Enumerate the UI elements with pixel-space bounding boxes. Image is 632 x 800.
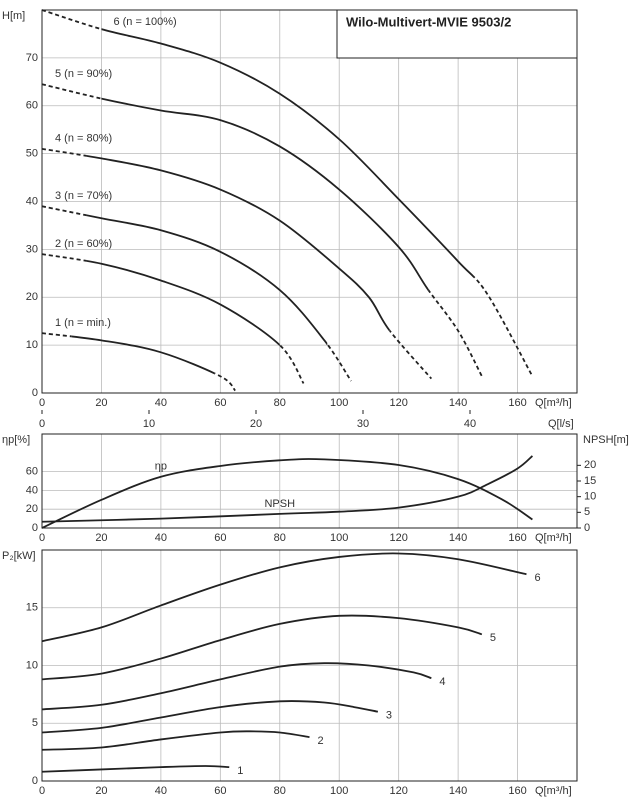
y-tick-label: 20 <box>26 291 38 303</box>
curve <box>41 662 432 711</box>
y-tick-label: 30 <box>26 243 38 255</box>
y-tick-label: 0 <box>32 387 38 399</box>
y2-tick-label: 10 <box>584 491 596 503</box>
x-tick-label: 20 <box>95 532 107 544</box>
title-box <box>336 9 578 59</box>
series-label: ηp <box>155 461 167 473</box>
y-axis-label: H[m] <box>2 10 25 22</box>
curve <box>41 730 310 751</box>
y-tick-label: 0 <box>32 775 38 787</box>
y-tick-label: 20 <box>26 503 38 515</box>
x-tick-label: 0 <box>39 397 45 409</box>
x-tick-label: 120 <box>389 397 407 409</box>
x-tick-label: 80 <box>274 532 286 544</box>
x-tick-label: 100 <box>330 532 348 544</box>
curve <box>86 259 280 347</box>
curve <box>101 28 473 278</box>
x2-tick-label: 40 <box>464 418 476 430</box>
x-tick-label: 160 <box>508 397 526 409</box>
curve <box>41 552 527 643</box>
y-tick-label: 15 <box>26 602 38 614</box>
series-label: 3 (n = 70%) <box>55 190 112 202</box>
x-tick-label: 60 <box>214 785 226 797</box>
x-tick-label: 40 <box>155 397 167 409</box>
plot-frame <box>41 549 578 782</box>
series-label: 1 (n = min.) <box>55 317 111 329</box>
x-tick-label: 120 <box>389 532 407 544</box>
x-axis-label: Q[m³/h] <box>535 532 572 544</box>
series-label: 1 <box>237 765 243 777</box>
x-tick-label: 80 <box>274 397 286 409</box>
x-tick-label: 20 <box>95 785 107 797</box>
series-label: 4 <box>439 676 445 688</box>
x-tick-label: 120 <box>389 785 407 797</box>
curve <box>86 154 390 333</box>
x2-tick-label: 0 <box>39 418 45 430</box>
series-label: 5 (n = 90%) <box>55 68 112 80</box>
x-tick-label: 140 <box>449 397 467 409</box>
curve <box>41 614 483 681</box>
curve <box>41 458 533 529</box>
y-tick-label: 40 <box>26 195 38 207</box>
x-tick-label: 160 <box>508 532 526 544</box>
curve-dashed <box>41 83 483 377</box>
y-tick-label: 70 <box>26 52 38 64</box>
y-tick-label: 0 <box>32 522 38 534</box>
y2-tick-label: 5 <box>584 506 590 518</box>
x2-tick-label: 30 <box>357 418 369 430</box>
y2-tick-label: 15 <box>584 475 596 487</box>
series-label: NPSH <box>264 498 295 510</box>
curve-dashed <box>41 332 236 392</box>
y-tick-label: 40 <box>26 484 38 496</box>
x2-tick-label: 10 <box>143 418 155 430</box>
x-tick-label: 40 <box>155 532 167 544</box>
curve <box>71 335 215 375</box>
x-tick-label: 20 <box>95 397 107 409</box>
series-label: 5 <box>490 632 496 644</box>
series-label: 2 <box>318 735 324 747</box>
x2-axis-label: Q[l/s] <box>548 418 574 430</box>
curve <box>41 700 379 734</box>
x-axis-label: Q[m³/h] <box>535 397 572 409</box>
x-tick-label: 0 <box>39 785 45 797</box>
chart-title: Wilo-Multivert-MVIE 9503/2 <box>346 14 511 29</box>
y2-tick-label: 0 <box>584 522 590 534</box>
curve <box>86 214 328 346</box>
x-tick-label: 60 <box>214 532 226 544</box>
x-tick-label: 100 <box>330 785 348 797</box>
y-tick-label: 5 <box>32 717 38 729</box>
x-tick-label: 60 <box>214 397 226 409</box>
y-tick-label: 60 <box>26 466 38 478</box>
series-label: 3 <box>386 710 392 722</box>
series-label: 6 (n = 100%) <box>113 16 176 28</box>
curve <box>41 455 534 523</box>
y-axis-label: ηp[%] <box>2 434 30 446</box>
x-tick-label: 160 <box>508 785 526 797</box>
plot-frame <box>41 433 578 529</box>
x-tick-label: 80 <box>274 785 286 797</box>
y-axis-label: P₂[kW] <box>2 550 36 562</box>
x-tick-label: 40 <box>155 785 167 797</box>
curve-dashed <box>41 9 534 377</box>
x2-tick-label: 20 <box>250 418 262 430</box>
x-tick-label: 140 <box>449 532 467 544</box>
series-label: 4 (n = 80%) <box>55 133 112 145</box>
x-tick-label: 0 <box>39 532 45 544</box>
curve <box>41 765 230 773</box>
x-tick-label: 100 <box>330 397 348 409</box>
y-tick-label: 60 <box>26 100 38 112</box>
y-tick-label: 50 <box>26 148 38 160</box>
curve <box>101 97 429 292</box>
series-label: 2 (n = 60%) <box>55 238 112 250</box>
x-axis-label: Q[m³/h] <box>535 785 572 797</box>
y-tick-label: 10 <box>26 659 38 671</box>
y-tick-label: 10 <box>26 339 38 351</box>
x-tick-label: 140 <box>449 785 467 797</box>
plot-frame <box>41 9 578 394</box>
series-label: 6 <box>534 572 540 584</box>
y2-tick-label: 20 <box>584 459 596 471</box>
y2-axis-label: NPSH[m] <box>583 434 629 446</box>
